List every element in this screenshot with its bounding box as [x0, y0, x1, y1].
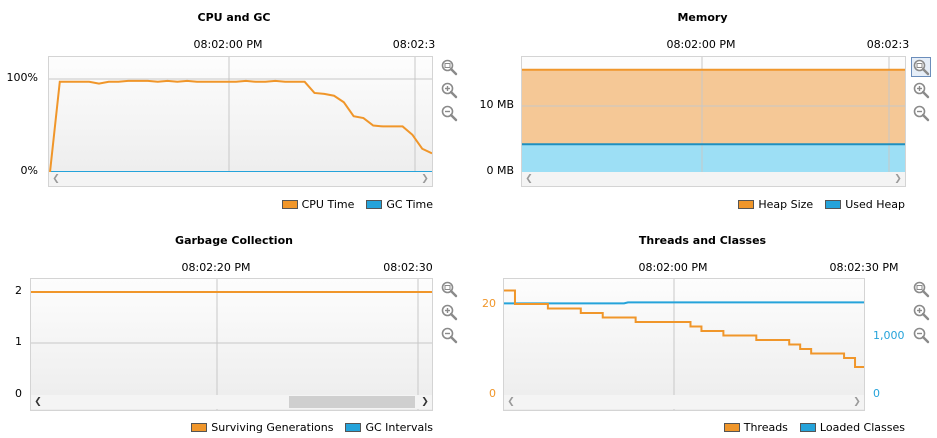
scroll-left-icon[interactable]: ❮: [52, 174, 60, 184]
y-axis-label: 1: [15, 335, 22, 348]
legend-label: Heap Size: [758, 198, 814, 211]
time-label: 08:02:20 PM: [181, 261, 251, 274]
threads-panel: Threads and Classes 08:02:00 PM 08:02:30…: [468, 219, 937, 438]
legend-swatch: [738, 200, 755, 209]
legend: Surviving Generations GC Intervals: [191, 421, 433, 434]
gc-panel: Garbage Collection 08:02:20 PM 08:02:30 …: [0, 219, 468, 438]
legend-swatch: [191, 423, 208, 432]
scroll-thumb[interactable]: [289, 396, 415, 408]
panel-title: Garbage Collection: [175, 234, 293, 247]
legend-label: Used Heap: [845, 198, 905, 211]
loaded-classes-line: [504, 301, 864, 305]
y-axis-label: 2: [15, 284, 22, 297]
horizontal-scrollbar[interactable]: ❮ ❯: [49, 172, 432, 186]
time-label: 08:02:00 PM: [666, 38, 736, 51]
zoom-out-icon[interactable]: [440, 104, 458, 122]
zoom-fit-icon[interactable]: [911, 57, 931, 77]
legend: Threads Loaded Classes: [723, 421, 905, 434]
legend-swatch: [723, 423, 740, 432]
zoom-out-icon[interactable]: [912, 326, 930, 344]
zoom-out-icon[interactable]: [440, 326, 458, 344]
scroll-right-icon[interactable]: ❯: [894, 174, 902, 184]
zoom-in-icon[interactable]: [440, 303, 458, 321]
zoom-fit-icon[interactable]: [440, 280, 458, 298]
scroll-right-icon[interactable]: ❯: [421, 397, 429, 407]
memory-chart[interactable]: [521, 56, 906, 187]
time-label: 08:02:3: [866, 38, 910, 51]
panel-title: CPU and GC: [197, 11, 271, 24]
panel-title: Memory: [677, 11, 728, 24]
legend-swatch: [825, 200, 842, 209]
legend-label: CPU Time: [301, 198, 355, 211]
legend-swatch: [799, 423, 816, 432]
y-axis-label-left: 0: [489, 387, 496, 400]
zoom-fit-icon[interactable]: [912, 280, 930, 298]
scroll-right-icon[interactable]: ❯: [853, 397, 861, 407]
time-label: 08:02:3: [392, 38, 436, 51]
memory-panel: Memory 08:02:00 PM 08:02:3 10 MB 0 MB ❮ …: [468, 0, 937, 219]
legend-item: CPU Time: [281, 198, 355, 211]
cpu-time-line: [49, 79, 432, 173]
threads-line: [504, 289, 864, 368]
zoom-in-icon[interactable]: [912, 303, 930, 321]
legend-label: Threads: [743, 421, 788, 434]
legend-label: Loaded Classes: [819, 421, 905, 434]
zoom-in-icon[interactable]: [440, 81, 458, 99]
legend-item: GC Intervals: [345, 421, 433, 434]
legend: Heap Size Used Heap: [738, 198, 905, 211]
legend-item: Surviving Generations: [191, 421, 333, 434]
zoom-in-icon[interactable]: [912, 81, 930, 99]
time-label: 08:02:30 PM: [829, 261, 899, 274]
y-axis-label: 100%: [6, 71, 38, 84]
legend-swatch: [345, 423, 362, 432]
legend: CPU Time GC Time: [281, 198, 433, 211]
horizontal-scrollbar[interactable]: ❮ ❯: [31, 395, 432, 409]
y-axis-label: 0%: [20, 164, 38, 177]
gc-chart[interactable]: [30, 278, 433, 411]
cpu-gc-panel: CPU and GC 08:02:00 PM 08:02:3 100% 0% ❮…: [0, 0, 468, 219]
panel-title: Threads and Classes: [638, 234, 767, 247]
horizontal-scrollbar[interactable]: ❮ ❯: [504, 395, 864, 409]
time-label: 08:02:30: [383, 261, 433, 274]
time-label: 08:02:00 PM: [638, 261, 708, 274]
y-axis-label-right: 0: [873, 387, 880, 400]
zoom-out-icon[interactable]: [912, 104, 930, 122]
legend-label: Surviving Generations: [211, 421, 334, 434]
y-axis-label-left: 20: [482, 297, 496, 310]
legend-label: GC Intervals: [365, 421, 433, 434]
legend-item: Used Heap: [825, 198, 905, 211]
scroll-left-icon[interactable]: ❮: [34, 397, 42, 407]
legend-swatch: [366, 200, 383, 209]
scroll-left-icon[interactable]: ❮: [507, 397, 515, 407]
y-axis-label-right: 1,000: [873, 329, 905, 342]
cpu-chart[interactable]: [48, 56, 433, 187]
y-axis-label: 0 MB: [486, 164, 514, 177]
time-label: 08:02:00 PM: [193, 38, 263, 51]
scroll-right-icon[interactable]: ❯: [421, 174, 429, 184]
scroll-left-icon[interactable]: ❮: [525, 174, 533, 184]
used-heap-area: [522, 144, 905, 172]
legend-item: Heap Size: [738, 198, 813, 211]
legend-swatch: [281, 200, 298, 209]
legend-item: Threads: [723, 421, 788, 434]
y-axis-label: 10 MB: [479, 98, 514, 111]
legend-item: GC Time: [366, 198, 433, 211]
horizontal-scrollbar[interactable]: ❮ ❯: [522, 172, 905, 186]
y-axis-label: 0: [15, 387, 22, 400]
legend-label: GC Time: [386, 198, 433, 211]
zoom-fit-icon[interactable]: [440, 58, 458, 76]
threads-chart[interactable]: [503, 278, 865, 411]
legend-item: Loaded Classes: [799, 421, 905, 434]
